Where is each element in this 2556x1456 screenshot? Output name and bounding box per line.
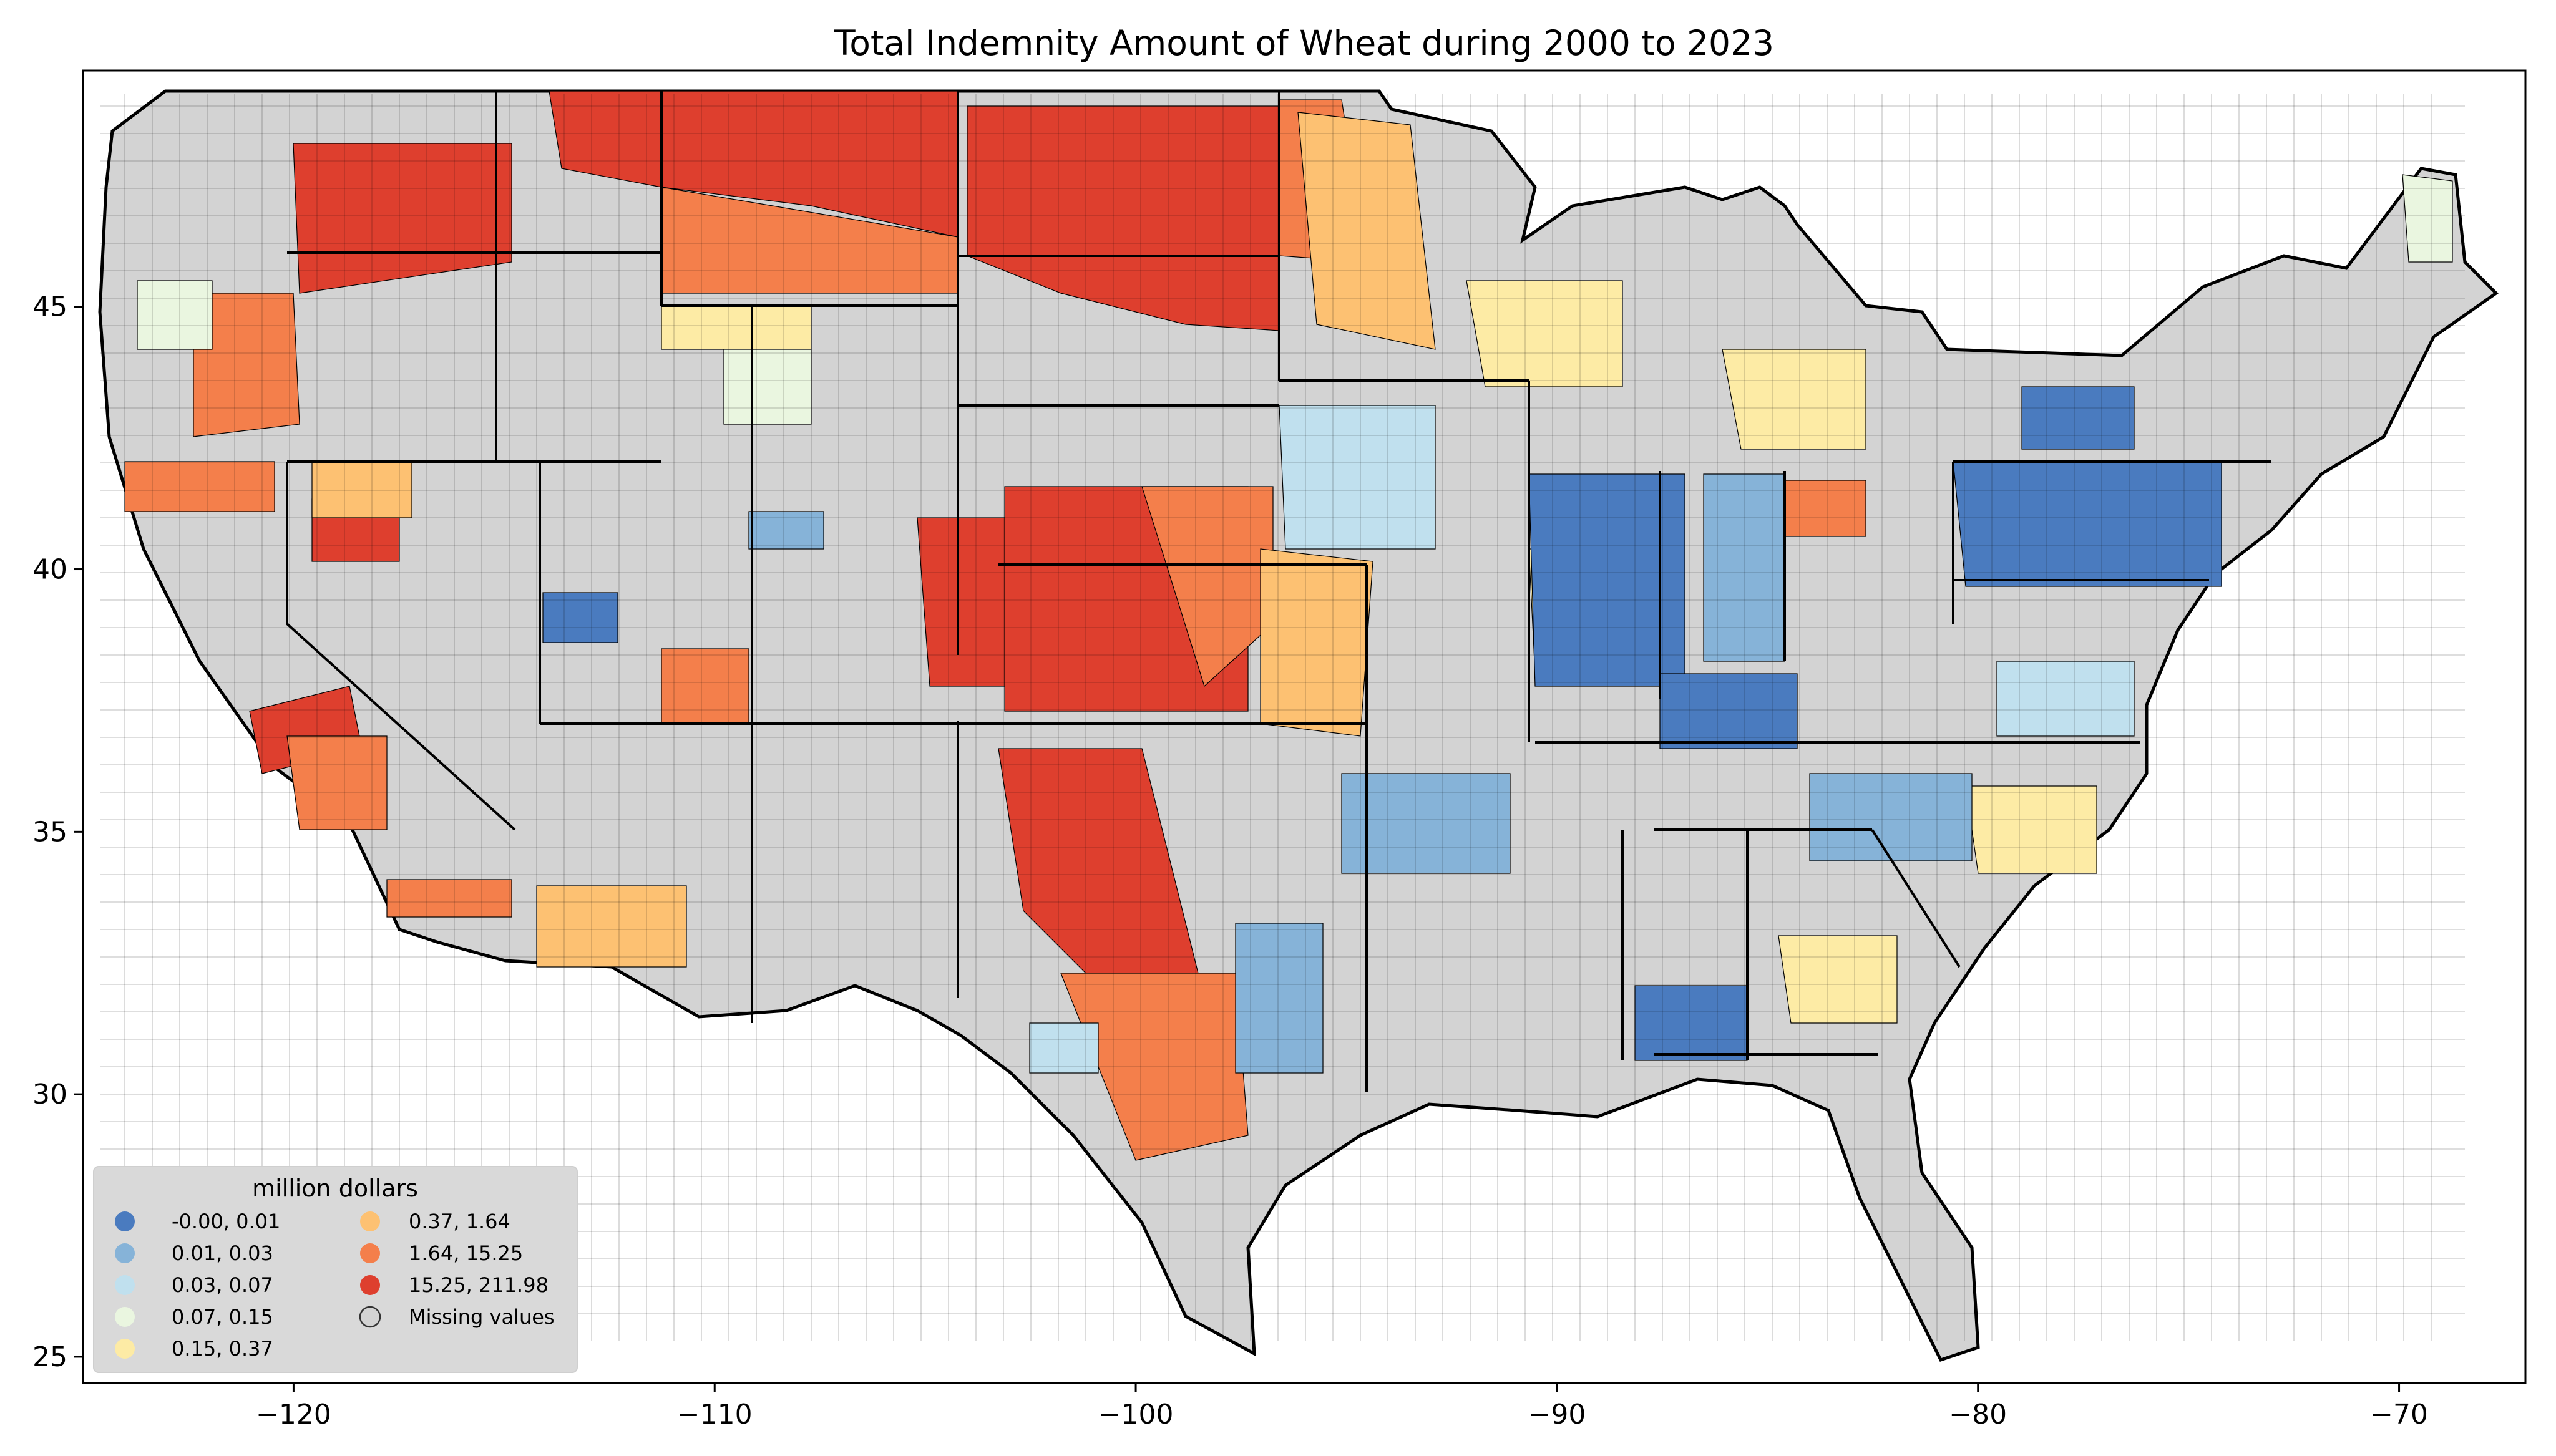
indemnity-region [536, 885, 687, 968]
indemnity-region [2402, 174, 2453, 263]
indemnity-region [1659, 673, 1798, 749]
indemnity-regions [124, 90, 2453, 1161]
legend-box [93, 1166, 578, 1373]
indemnity-region [748, 511, 824, 550]
legend-label: -0.00, 0.01 [172, 1210, 280, 1233]
state-boundaries [286, 91, 2271, 1092]
indemnity-region [661, 305, 812, 350]
y-tick-label: 45 [32, 291, 67, 323]
indemnity-region [286, 735, 388, 830]
indemnity-region [1235, 923, 1324, 1074]
indemnity-region [386, 879, 512, 918]
conus-map [98, 89, 2499, 1362]
legend-label: 0.01, 0.03 [172, 1241, 273, 1265]
legend-label: 1.64, 15.25 [409, 1241, 523, 1265]
indemnity-region [1029, 1022, 1099, 1074]
legend-marker [115, 1307, 135, 1327]
indemnity-region [1341, 773, 1511, 874]
indemnity-region [1809, 773, 1973, 861]
legend-label: 0.07, 0.15 [172, 1305, 273, 1329]
legend-label: 0.37, 1.64 [409, 1210, 510, 1233]
legend-marker-missing [359, 1306, 381, 1328]
indemnity-region [1703, 473, 1785, 662]
indemnity-region [1996, 661, 2135, 737]
x-tick-label: −120 [256, 1399, 331, 1430]
indemnity-region [1634, 985, 1748, 1061]
indemnity-region [917, 517, 1005, 687]
legend-label: 0.15, 0.37 [172, 1337, 273, 1361]
indemnity-region [2021, 386, 2135, 450]
indemnity-region [1965, 785, 2097, 874]
legend-marker [115, 1275, 135, 1295]
indemnity-region [1260, 548, 1373, 737]
plot-frame [82, 69, 2527, 1384]
indemnity-region [1722, 349, 1866, 450]
county-boundaries [100, 94, 2465, 1341]
y-tick-label: 35 [32, 816, 67, 848]
legend-label: 15.25, 211.98 [409, 1273, 549, 1297]
indemnity-region [1953, 461, 2222, 587]
legend-marker [115, 1243, 135, 1263]
indemnity-region [311, 461, 412, 518]
indemnity-region [1528, 473, 1685, 687]
indemnity-region [723, 349, 812, 425]
y-tick-label: 30 [32, 1079, 67, 1110]
legend: million dollars -0.00, 0.01 0.01, 0.03 0.0… [93, 1166, 578, 1373]
indemnity-region [124, 461, 275, 512]
legend-marker [115, 1211, 135, 1231]
indemnity-region [1279, 405, 1436, 550]
x-tick-label: −80 [1949, 1399, 2007, 1430]
indemnity-region [661, 648, 749, 724]
indemnity-region [137, 280, 213, 350]
legend-marker [360, 1243, 380, 1263]
legend-marker [115, 1339, 135, 1359]
legend-items: -0.00, 0.01 0.01, 0.03 0.03, 0.07 0.07, 0.1… [115, 1210, 555, 1361]
y-axis: 45 40 35 30 25 [32, 291, 83, 1373]
indemnity-region [193, 293, 300, 437]
indemnity-region [1297, 112, 1436, 350]
indemnity-region [293, 143, 512, 294]
indemnity-region [1778, 935, 1898, 1024]
indemnity-region [1778, 480, 1866, 537]
legend-marker [360, 1211, 380, 1231]
x-tick-label: −100 [1098, 1399, 1174, 1430]
x-tick-label: −70 [2370, 1399, 2428, 1430]
legend-label: Missing values [409, 1305, 555, 1329]
indemnity-region [542, 592, 618, 643]
y-tick-label: 25 [32, 1341, 67, 1373]
x-tick-label: −110 [677, 1399, 753, 1430]
x-axis: −120 −110 −100 −90 −80 −70 [256, 1383, 2428, 1430]
legend-label: 0.03, 0.07 [172, 1273, 273, 1297]
x-tick-label: −90 [1528, 1399, 1586, 1430]
indemnity-region [1466, 280, 1623, 387]
indemnity-region [1060, 973, 1249, 1161]
y-tick-label: 40 [32, 554, 67, 586]
legend-title: million dollars [252, 1175, 418, 1202]
legend-marker [360, 1275, 380, 1295]
map-title: Total Indemnity Amount of Wheat during 2… [834, 23, 1774, 63]
